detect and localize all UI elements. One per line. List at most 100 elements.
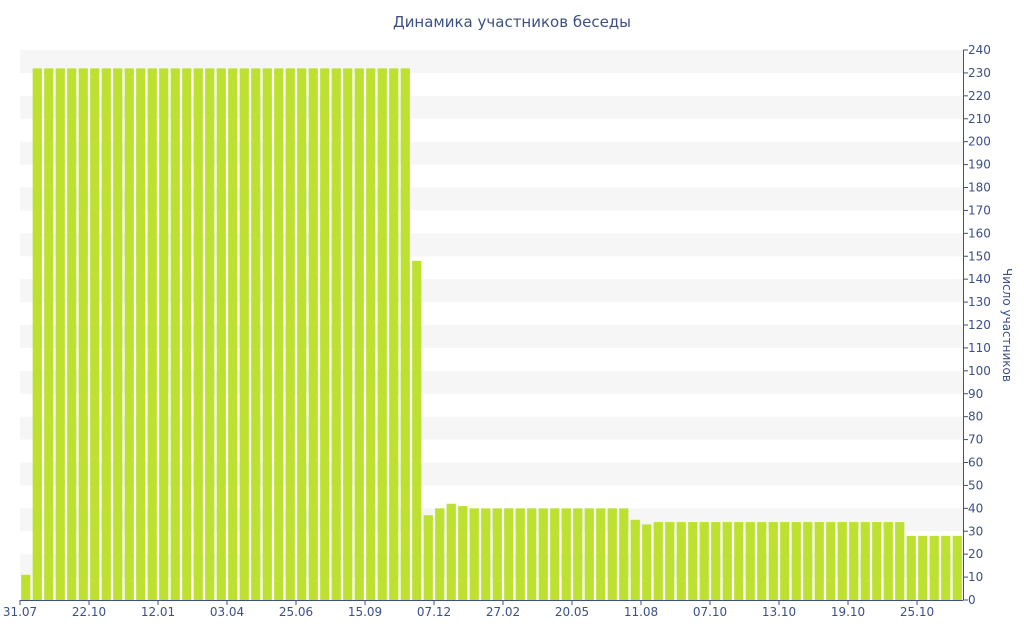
y-tick-label: 30 bbox=[968, 524, 983, 538]
y-tick-label: 150 bbox=[968, 249, 991, 263]
bar bbox=[308, 68, 318, 601]
x-tick-label: 25.10 bbox=[900, 605, 934, 619]
bar bbox=[780, 522, 790, 600]
x-tick-label: 11.08 bbox=[624, 605, 658, 619]
bar bbox=[285, 68, 295, 601]
bar bbox=[55, 68, 65, 601]
bar bbox=[895, 522, 905, 600]
bar bbox=[469, 508, 479, 600]
bar bbox=[239, 68, 249, 601]
bar bbox=[722, 522, 732, 600]
x-tick-label: 19.10 bbox=[831, 605, 865, 619]
y-tick-label: 160 bbox=[968, 226, 991, 240]
bar bbox=[734, 522, 744, 600]
x-tick-label: 07.12 bbox=[417, 605, 451, 619]
y-tick-label: 200 bbox=[968, 135, 991, 149]
bar bbox=[78, 68, 88, 601]
y-tick-label: 120 bbox=[968, 318, 991, 332]
bar bbox=[67, 68, 77, 601]
bar bbox=[630, 519, 640, 600]
bar bbox=[147, 68, 157, 601]
bar bbox=[573, 508, 583, 600]
bar bbox=[446, 503, 456, 600]
bar bbox=[596, 508, 606, 600]
bar bbox=[504, 508, 514, 600]
bar bbox=[170, 68, 180, 601]
bar bbox=[216, 68, 226, 601]
bar bbox=[837, 522, 847, 600]
bar bbox=[101, 68, 111, 601]
bar bbox=[872, 522, 882, 600]
y-tick-label: 50 bbox=[968, 478, 983, 492]
bar bbox=[642, 524, 652, 600]
bar bbox=[906, 535, 916, 600]
y-tick-label: 180 bbox=[968, 181, 991, 195]
bar bbox=[32, 68, 42, 601]
bar bbox=[423, 515, 433, 600]
grid-band bbox=[20, 50, 963, 73]
y-tick-label: 140 bbox=[968, 272, 991, 286]
bar bbox=[768, 522, 778, 600]
y-tick-label: 60 bbox=[968, 456, 983, 470]
x-tick-label: 12.01 bbox=[141, 605, 175, 619]
bar bbox=[653, 522, 663, 600]
bar bbox=[113, 68, 123, 601]
x-tick-label: 22.10 bbox=[72, 605, 106, 619]
y-tick-label: 190 bbox=[968, 158, 991, 172]
bar bbox=[205, 68, 215, 601]
bar bbox=[228, 68, 238, 601]
x-tick-label: 03.04 bbox=[210, 605, 244, 619]
bar bbox=[481, 508, 491, 600]
bar bbox=[527, 508, 537, 600]
y-tick-label: 110 bbox=[968, 341, 991, 355]
y-tick-label: 220 bbox=[968, 89, 991, 103]
bar bbox=[412, 260, 422, 600]
y-tick-label: 240 bbox=[968, 43, 991, 57]
bar bbox=[952, 535, 962, 600]
bar bbox=[297, 68, 307, 601]
bar bbox=[90, 68, 100, 601]
x-tick-label: 31.07 bbox=[3, 605, 37, 619]
bar bbox=[711, 522, 721, 600]
x-tick-label: 15.09 bbox=[348, 605, 382, 619]
bar bbox=[320, 68, 330, 601]
y-tick-labels: 0 10 20 30 40 50 60 70 80 90 100 110 120 130 140 150 160… bbox=[963, 43, 991, 607]
bar bbox=[561, 508, 571, 600]
y-tick-label: 170 bbox=[968, 203, 991, 217]
bar bbox=[377, 68, 387, 601]
bar bbox=[941, 535, 951, 600]
bar bbox=[251, 68, 261, 601]
x-tick-label: 07.10 bbox=[693, 605, 727, 619]
y-tick-label: 70 bbox=[968, 433, 983, 447]
bar bbox=[688, 522, 698, 600]
bar bbox=[389, 68, 399, 601]
bar bbox=[354, 68, 364, 601]
bar bbox=[515, 508, 525, 600]
bar bbox=[826, 522, 836, 600]
bar bbox=[262, 68, 272, 601]
y-tick-label: 0 bbox=[968, 593, 976, 607]
bar bbox=[607, 508, 617, 600]
bars bbox=[21, 68, 962, 601]
bar bbox=[435, 508, 445, 600]
bar bbox=[400, 68, 410, 601]
bar bbox=[44, 68, 54, 601]
x-tick-label: 13.10 bbox=[762, 605, 796, 619]
bar bbox=[193, 68, 203, 601]
bar bbox=[665, 522, 675, 600]
bar bbox=[331, 68, 341, 601]
bar bbox=[745, 522, 755, 600]
bar bbox=[538, 508, 548, 600]
bar bbox=[918, 535, 928, 600]
y-tick-label: 130 bbox=[968, 295, 991, 309]
bar bbox=[883, 522, 893, 600]
bar bbox=[791, 522, 801, 600]
y-tick-label: 210 bbox=[968, 112, 991, 126]
bar bbox=[343, 68, 353, 601]
bar bbox=[860, 522, 870, 600]
bar bbox=[274, 68, 284, 601]
y-axis-label: Число участников bbox=[1000, 268, 1014, 382]
x-tick-label: 27.02 bbox=[486, 605, 520, 619]
